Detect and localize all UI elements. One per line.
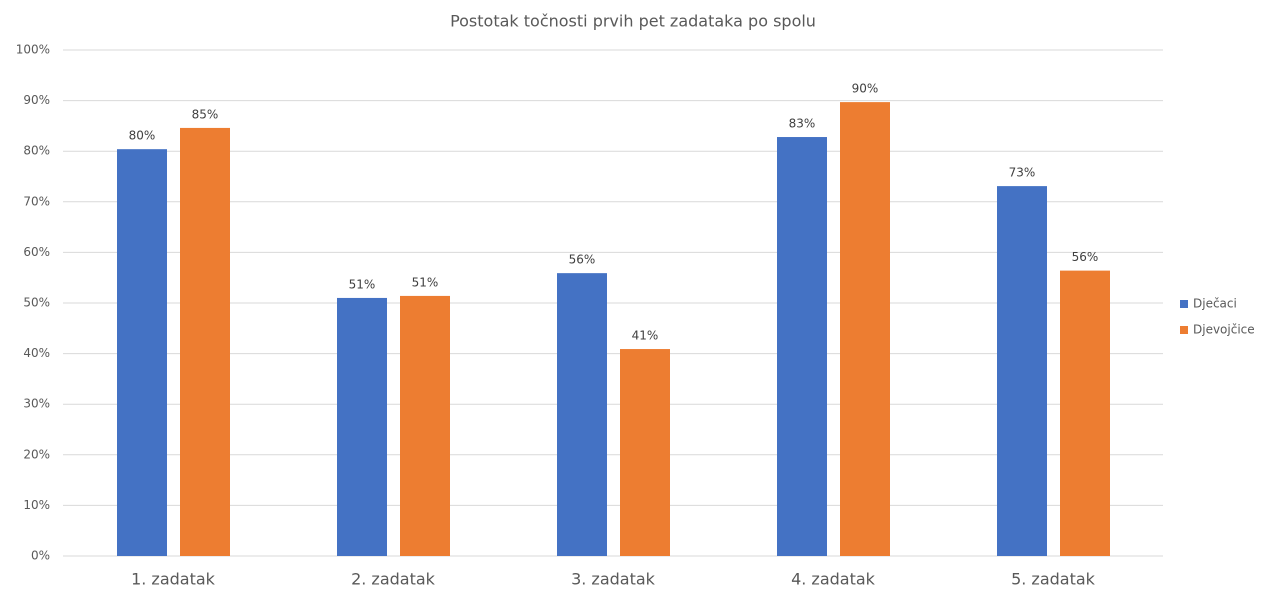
y-tick-label: 90%	[23, 93, 50, 107]
x-tick-label: 4. zadatak	[791, 570, 876, 589]
value-label: 85%	[192, 107, 219, 121]
value-label: 51%	[349, 277, 376, 291]
y-tick-label: 40%	[23, 346, 50, 360]
y-tick-label: 50%	[23, 296, 50, 310]
bar	[337, 297, 387, 556]
x-tick-label: 2. zadatak	[351, 570, 436, 589]
x-tick-label: 1. zadatak	[131, 570, 216, 589]
chart-title: Postotak točnosti prvih pet zadataka po …	[450, 12, 816, 31]
y-tick-label: 10%	[23, 498, 50, 512]
y-tick-label: 0%	[31, 549, 50, 563]
x-tick-label: 3. zadatak	[571, 570, 656, 589]
legend-swatch	[1180, 300, 1188, 308]
value-label: 56%	[569, 253, 596, 267]
bar	[997, 186, 1047, 556]
y-tick-label: 100%	[16, 43, 50, 57]
bar	[117, 149, 167, 556]
bar	[1060, 270, 1110, 556]
value-label: 73%	[1009, 166, 1036, 180]
bar	[777, 137, 827, 557]
y-tick-label: 30%	[23, 397, 50, 411]
value-label: 56%	[1072, 250, 1099, 264]
bar	[557, 273, 607, 556]
legend-label: Djevojčice	[1193, 323, 1255, 337]
bar	[840, 102, 890, 557]
y-tick-label: 20%	[23, 447, 50, 461]
bar	[180, 127, 230, 556]
y-tick-label: 80%	[23, 144, 50, 158]
y-tick-label: 60%	[23, 245, 50, 259]
value-label: 51%	[412, 275, 439, 289]
bar	[620, 349, 670, 556]
value-label: 90%	[852, 82, 879, 96]
legend-swatch	[1180, 326, 1188, 334]
value-label: 41%	[632, 329, 659, 343]
y-tick-label: 70%	[23, 194, 50, 208]
bar	[400, 295, 450, 556]
value-label: 83%	[789, 117, 816, 131]
legend-label: Dječaci	[1193, 297, 1237, 311]
x-tick-label: 5. zadatak	[1011, 570, 1096, 589]
value-label: 80%	[129, 129, 156, 143]
